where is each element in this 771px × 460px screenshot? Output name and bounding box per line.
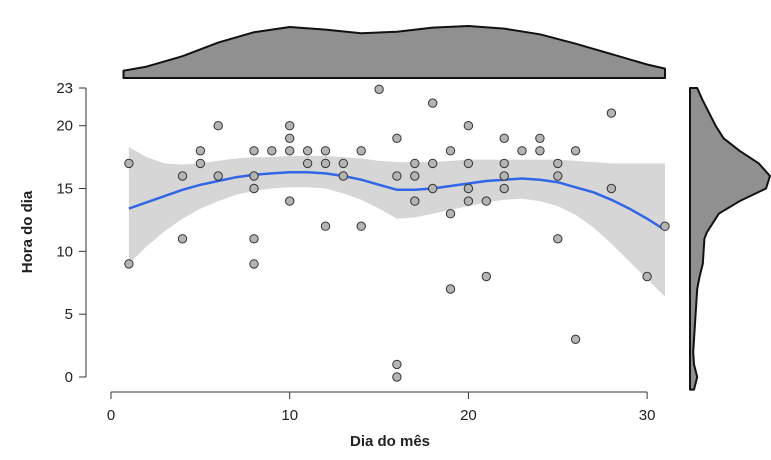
data-point [499, 183, 509, 194]
data-point [213, 121, 223, 131]
data-point [553, 171, 563, 181]
data-point [392, 372, 402, 382]
data-point [392, 133, 402, 144]
y-axis: 0 5 10 15 20 23 [56, 80, 87, 386]
data-point [195, 146, 206, 156]
data-point [320, 158, 331, 169]
data-point [463, 158, 474, 169]
data-point [553, 158, 563, 169]
data-point [285, 121, 295, 131]
data-point [338, 171, 348, 181]
data-point [124, 158, 134, 169]
data-point [463, 183, 474, 194]
y-axis-title: Hora do dia [19, 190, 36, 273]
data-point [320, 221, 331, 231]
data-point [338, 158, 348, 169]
data-point [428, 183, 438, 194]
data-point [356, 146, 366, 156]
data-point [463, 196, 474, 206]
x-tick-label: 0 [107, 407, 115, 424]
y-density-area [689, 87, 771, 391]
data-point [356, 221, 366, 231]
data-point [392, 359, 402, 370]
smooth-trend-line [128, 170, 666, 232]
data-point [177, 234, 188, 244]
data-point [499, 158, 509, 169]
data-point [249, 146, 259, 156]
y-tick-label: 10 [56, 243, 73, 260]
data-point [320, 146, 331, 156]
data-point [285, 146, 295, 156]
x-density-area [122, 25, 666, 79]
x-tick-label: 20 [460, 407, 477, 424]
data-points [124, 84, 670, 382]
data-point [177, 171, 188, 181]
data-point [660, 221, 670, 231]
data-point [374, 84, 384, 95]
data-point [481, 271, 491, 282]
x-axis: 0 10 20 30 [107, 391, 656, 424]
data-point [213, 171, 223, 181]
data-point [481, 196, 491, 206]
data-point [499, 171, 509, 181]
data-point [445, 284, 456, 294]
x-tick-label: 10 [281, 407, 298, 424]
data-point [517, 146, 527, 156]
data-point [553, 234, 563, 244]
y-tick-label: 23 [56, 80, 73, 97]
data-point [428, 98, 438, 108]
data-point [445, 209, 456, 219]
data-point [499, 133, 509, 144]
data-point [642, 271, 652, 282]
y-tick-label: 5 [65, 306, 73, 323]
y-tick-label: 15 [56, 181, 73, 198]
data-point [249, 259, 259, 269]
data-point [410, 196, 420, 206]
right-marginal-density [689, 87, 771, 391]
data-point [410, 171, 420, 181]
data-point [249, 171, 259, 181]
data-point [428, 158, 438, 169]
y-tick-label: 20 [56, 118, 73, 135]
y-tick-label: 0 [65, 369, 73, 386]
data-point [249, 183, 259, 194]
data-point [285, 133, 295, 144]
plot-area [124, 84, 670, 382]
data-point [463, 121, 474, 131]
data-point [267, 146, 277, 156]
data-point [302, 158, 313, 169]
data-point [285, 196, 295, 206]
data-point [410, 158, 420, 169]
x-tick-label: 30 [639, 407, 656, 424]
data-point [535, 146, 545, 156]
data-point [302, 146, 313, 156]
data-point [606, 108, 617, 118]
top-marginal-density [122, 25, 666, 79]
x-axis-title: Dia do mês [350, 433, 430, 450]
data-point [570, 334, 581, 344]
data-point [392, 171, 402, 181]
data-point [535, 133, 545, 144]
confidence-band [128, 147, 665, 297]
data-point [124, 259, 134, 269]
data-point [570, 146, 581, 156]
data-point [606, 183, 617, 194]
data-point [445, 146, 456, 156]
data-point [195, 158, 206, 169]
data-point [249, 234, 259, 244]
